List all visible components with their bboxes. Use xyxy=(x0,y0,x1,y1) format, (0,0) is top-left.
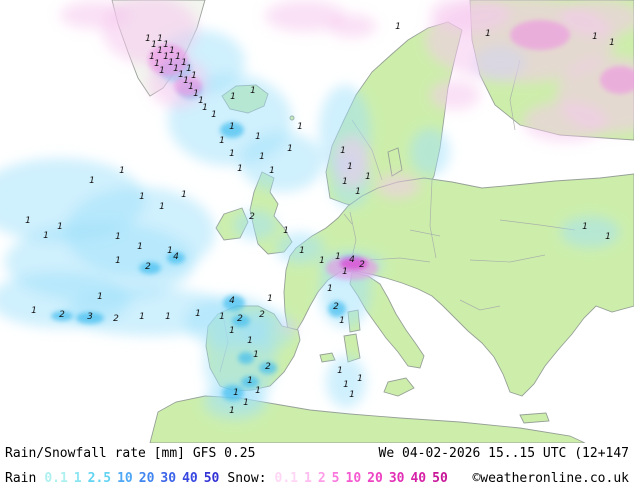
snow-scale-value: 50 xyxy=(432,471,448,486)
legend-scales: Rain 0.1 1 2.5 10 20 30 40 50 Snow: 0.1 1 2 5 10 20 3… xyxy=(5,471,448,486)
snow-scale-value: 40 xyxy=(410,471,427,486)
legend-datetime: We 04-02-2026 15..15 UTC (12+147 xyxy=(378,446,629,461)
rain-scale-value: 2.5 xyxy=(87,471,112,486)
legend-title: Rain/Snowfall rate [mm] GFS 0.25 xyxy=(5,446,256,461)
snow-scale-value: 5 xyxy=(331,471,340,486)
snow-scale-value: 2 xyxy=(317,471,326,486)
snow-scale-value: 30 xyxy=(388,471,405,486)
rain-scale-values: 0.1 1 2.5 10 20 30 40 50 xyxy=(44,471,219,486)
sicily-island xyxy=(383,377,415,397)
snow-scale-values: 0.1 1 2 5 10 20 30 40 50 xyxy=(275,471,448,486)
rain-scale-value: 10 xyxy=(117,471,133,486)
snow-scale-value: 10 xyxy=(345,471,362,486)
rain-scale-value: 50 xyxy=(203,471,220,486)
rain-scale-label: Rain xyxy=(5,471,37,486)
alps-snow-maximum xyxy=(340,258,368,270)
legend-scale-row: Rain 0.1 1 2.5 10 20 30 40 50 Snow: 0.1 1 2 5 10 20 3… xyxy=(5,471,629,486)
rain-scale-value: 20 xyxy=(138,471,155,486)
continental-europe-landmass xyxy=(283,173,634,397)
snow-scale-value: 0.1 xyxy=(274,471,299,486)
rain-scale-value: 30 xyxy=(160,471,177,486)
sardinia-island xyxy=(343,333,361,363)
legend-bar: Rain/Snowfall rate [mm] GFS 0.25 We 04-0… xyxy=(0,443,634,490)
balearic-islands xyxy=(319,352,336,363)
rain-scale-value: 1 xyxy=(73,471,82,486)
snow-scale-value: 1 xyxy=(304,471,312,486)
denmark-landmass xyxy=(387,147,403,177)
rain-scale-value: 40 xyxy=(182,471,198,486)
europe-weather-map xyxy=(0,0,634,443)
copyright-text: ©weatheronline.co.uk xyxy=(472,471,629,486)
snow-scale-value: 20 xyxy=(367,471,383,486)
legend-title-row: Rain/Snowfall rate [mm] GFS 0.25 We 04-0… xyxy=(5,446,629,461)
snow-scale-label: Snow: xyxy=(227,471,267,486)
crete-island xyxy=(519,412,550,424)
rain-scale-value: 0.1 xyxy=(44,471,68,486)
